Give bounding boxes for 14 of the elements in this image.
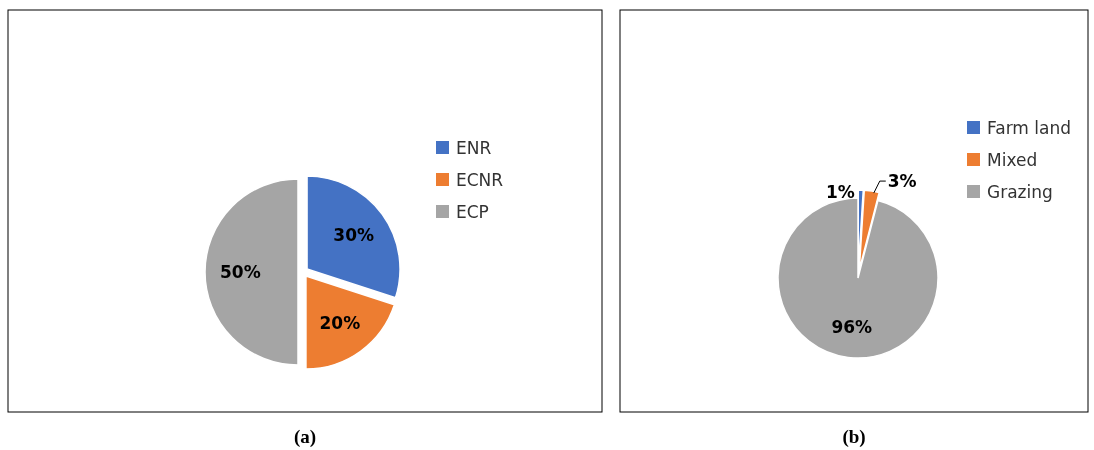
legend-label: Grazing	[987, 182, 1053, 202]
text: (b)	[842, 425, 866, 448]
data-label: 1%	[825, 182, 855, 203]
data-label: 96%	[831, 317, 873, 338]
data-label: 30%	[333, 225, 375, 246]
legend-label: ECP	[456, 202, 489, 222]
data-label: 20%	[319, 312, 361, 333]
legend-label: ECNR	[456, 170, 504, 190]
data-label: 50%	[219, 262, 261, 282]
text: (a)	[293, 425, 317, 448]
legend-label: Farm land	[987, 118, 1071, 138]
data-label: 3%	[887, 171, 917, 192]
legend-label: ENR	[456, 138, 492, 158]
legend-label: Mixed	[987, 150, 1038, 170]
